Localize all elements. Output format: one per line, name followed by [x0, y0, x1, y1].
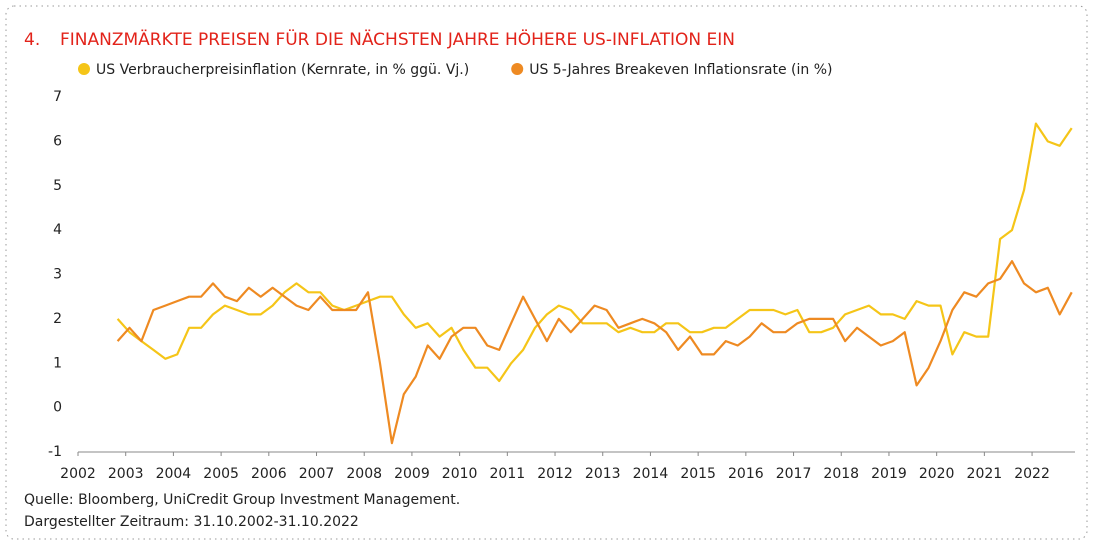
x-tick-label: 2008 [346, 466, 382, 482]
frame [5, 5, 1088, 540]
x-tick-label: 2016 [728, 466, 764, 482]
x-tick-label: 2017 [776, 466, 812, 482]
legend-marker [511, 63, 524, 75]
x-tick-label: 2014 [633, 466, 669, 482]
x-tick-label: 2013 [585, 466, 621, 482]
y-tick-label: 2 [53, 311, 62, 327]
x-tick-label: 2006 [251, 466, 287, 482]
legend-marker [78, 63, 90, 75]
series-line [116, 122, 1073, 383]
x-tick-label: 2015 [680, 466, 716, 482]
x-tick-label: 2004 [156, 466, 192, 482]
legend: US Verbraucherpreisinflation (Kernrate, … [78, 62, 832, 78]
x-tick-label: 2018 [823, 466, 859, 482]
y-tick-label: 5 [53, 178, 62, 194]
x-tick-label: 2009 [394, 466, 430, 482]
legend-label: US 5-Jahres Breakeven Inflationsrate (in… [529, 62, 832, 78]
y-tick-label: 0 [53, 400, 62, 416]
y-tick-label: 1 [53, 355, 62, 371]
series-line [116, 260, 1073, 445]
chart-number: 4. [24, 30, 40, 50]
x-tick-label: 2003 [108, 466, 144, 482]
y-tick-label: 7 [53, 89, 62, 105]
x-tick-label: 2022 [1014, 466, 1050, 482]
y-tick-label: 3 [53, 267, 62, 283]
x-tick-label: 2005 [203, 466, 239, 482]
y-tick-label: 4 [53, 222, 62, 238]
chart-title: FINANZMÄRKTE PREISEN FÜR DIE NÄCHSTEN JA… [60, 28, 735, 50]
period: Dargestellter Zeitraum: 31.10.2002-31.10… [24, 514, 359, 530]
source: Quelle: Bloomberg, UniCredit Group Inves… [24, 492, 460, 508]
x-tick-label: 2021 [967, 466, 1003, 482]
x-tick-label: 2019 [871, 466, 907, 482]
y-tick-label: -1 [48, 444, 62, 460]
x-tick-label: 2020 [919, 466, 955, 482]
x-tick-label: 2007 [299, 466, 335, 482]
x-tick-label: 2010 [442, 466, 478, 482]
legend-label: US Verbraucherpreisinflation (Kernrate, … [96, 62, 469, 78]
x-tick-label: 2002 [60, 466, 96, 482]
x-tick-label: 2012 [537, 466, 573, 482]
y-tick-label: 6 [53, 133, 62, 149]
x-tick-label: 2011 [490, 466, 526, 482]
